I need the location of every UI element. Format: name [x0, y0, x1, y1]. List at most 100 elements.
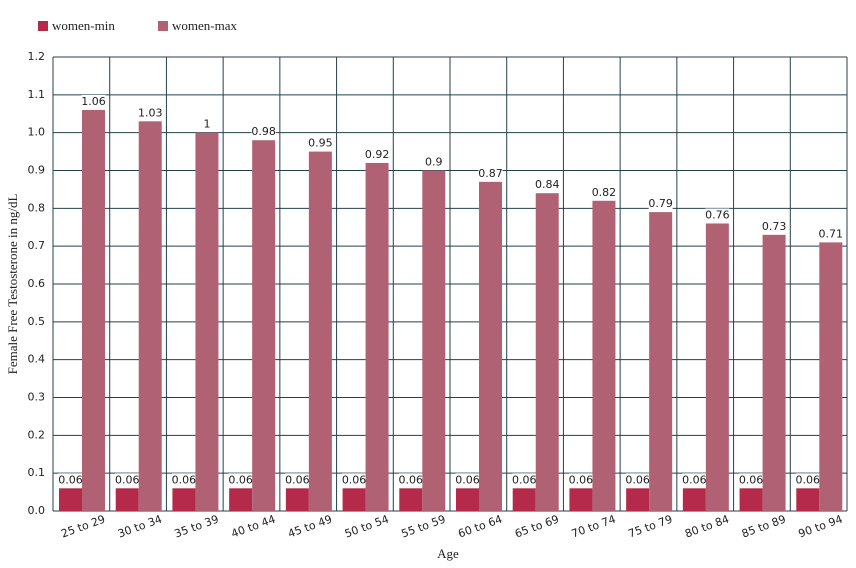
x-tick-label: 85 to 89 — [740, 513, 788, 541]
value-label-bg — [421, 155, 446, 169]
x-tick-label: 70 to 74 — [570, 513, 618, 541]
value-label: 0.06 — [569, 473, 594, 486]
value-label: 0.06 — [285, 473, 310, 486]
value-label: 0.06 — [512, 473, 537, 486]
value-label-bg — [365, 147, 390, 161]
value-label: 0.06 — [796, 473, 821, 486]
bar — [569, 488, 593, 511]
bar — [479, 181, 503, 511]
y-tick-label: 1.1 — [28, 88, 46, 101]
x-tick-label: 40 to 44 — [229, 513, 277, 541]
value-label: 1 — [203, 118, 210, 131]
x-tick-label: 75 to 79 — [626, 513, 674, 541]
value-label: 1.06 — [81, 95, 106, 108]
x-tick-label: 80 to 84 — [683, 513, 731, 541]
value-label-bg — [705, 208, 730, 222]
value-label-bg — [682, 473, 707, 487]
bar — [535, 193, 559, 511]
bar — [252, 140, 276, 511]
value-label-bg — [115, 473, 140, 487]
value-label: 0.06 — [342, 473, 367, 486]
value-label-bg — [512, 473, 537, 487]
bar — [365, 162, 389, 511]
value-label-bg — [228, 473, 253, 487]
bar — [819, 242, 843, 511]
value-label-bg — [285, 473, 310, 487]
bar — [195, 132, 219, 511]
bar — [59, 488, 83, 511]
y-tick-label: 0.8 — [28, 201, 46, 214]
x-tick-label: 90 to 94 — [797, 513, 845, 541]
x-tick-label: 35 to 39 — [173, 513, 221, 541]
bar — [649, 212, 673, 511]
value-label: 0.06 — [58, 473, 83, 486]
y-tick-label: 0.9 — [28, 164, 46, 177]
bar — [456, 488, 480, 511]
value-label-bg — [58, 473, 83, 487]
value-label-bg — [194, 117, 219, 131]
x-tick-label: 60 to 64 — [456, 513, 504, 541]
x-axis-title: Age — [437, 546, 459, 561]
value-label: 0.92 — [365, 148, 390, 161]
y-tick-label: 0.0 — [28, 504, 46, 517]
bar — [82, 109, 106, 511]
x-tick-label: 45 to 49 — [286, 513, 334, 541]
value-label: 1.03 — [138, 106, 163, 119]
value-label-bg — [398, 473, 423, 487]
value-label-bg — [81, 94, 106, 108]
y-tick-label: 0.3 — [28, 391, 46, 404]
legend-swatch — [158, 21, 168, 31]
value-label-bg — [625, 473, 650, 487]
x-tick-label: 65 to 69 — [513, 513, 561, 541]
value-label-bg — [138, 106, 163, 120]
x-tick-label: 30 to 34 — [116, 513, 164, 541]
value-label-bg — [478, 166, 503, 180]
value-label-bg — [795, 473, 820, 487]
value-label: 0.76 — [705, 208, 730, 221]
value-label: 0.06 — [115, 473, 140, 486]
y-tick-label: 0.1 — [28, 466, 46, 479]
legend-label: women-min — [52, 18, 115, 33]
bar — [739, 488, 763, 511]
y-tick-label: 0.2 — [28, 428, 46, 441]
bar — [626, 488, 650, 511]
x-tick-label: 55 to 59 — [400, 513, 448, 541]
bar — [399, 488, 423, 511]
bar — [308, 151, 332, 512]
value-label-bg — [739, 473, 764, 487]
bar — [342, 488, 366, 511]
value-label-bg — [455, 473, 480, 487]
value-label: 0.79 — [648, 197, 673, 210]
value-label: 0.95 — [308, 137, 333, 150]
value-label: 0.71 — [819, 227, 844, 240]
value-label: 0.82 — [592, 186, 617, 199]
x-tick-label: 25 to 29 — [59, 513, 107, 541]
bar — [682, 488, 706, 511]
bar — [229, 488, 253, 511]
value-label: 0.06 — [625, 473, 650, 486]
value-label: 0.06 — [228, 473, 253, 486]
value-label-bg — [648, 197, 673, 211]
value-label-bg — [535, 178, 560, 192]
value-label: 0.98 — [251, 125, 276, 138]
bar — [705, 223, 729, 511]
bar — [115, 488, 139, 511]
value-label: 0.87 — [478, 167, 503, 180]
value-label: 0.73 — [762, 220, 787, 233]
value-label: 0.06 — [172, 473, 197, 486]
legend-label: women-max — [172, 18, 237, 33]
value-label: 0.06 — [682, 473, 707, 486]
bar — [796, 488, 820, 511]
bar — [285, 488, 309, 511]
y-tick-label: 1.2 — [28, 50, 46, 63]
value-label: 0.06 — [739, 473, 764, 486]
bar — [512, 488, 536, 511]
value-label: 0.84 — [535, 178, 560, 191]
legend-swatch — [38, 21, 48, 31]
value-label: 0.06 — [455, 473, 480, 486]
value-label-bg — [308, 136, 333, 150]
value-label: 0.06 — [399, 473, 424, 486]
y-tick-label: 1.0 — [28, 126, 46, 139]
bar — [138, 121, 162, 512]
